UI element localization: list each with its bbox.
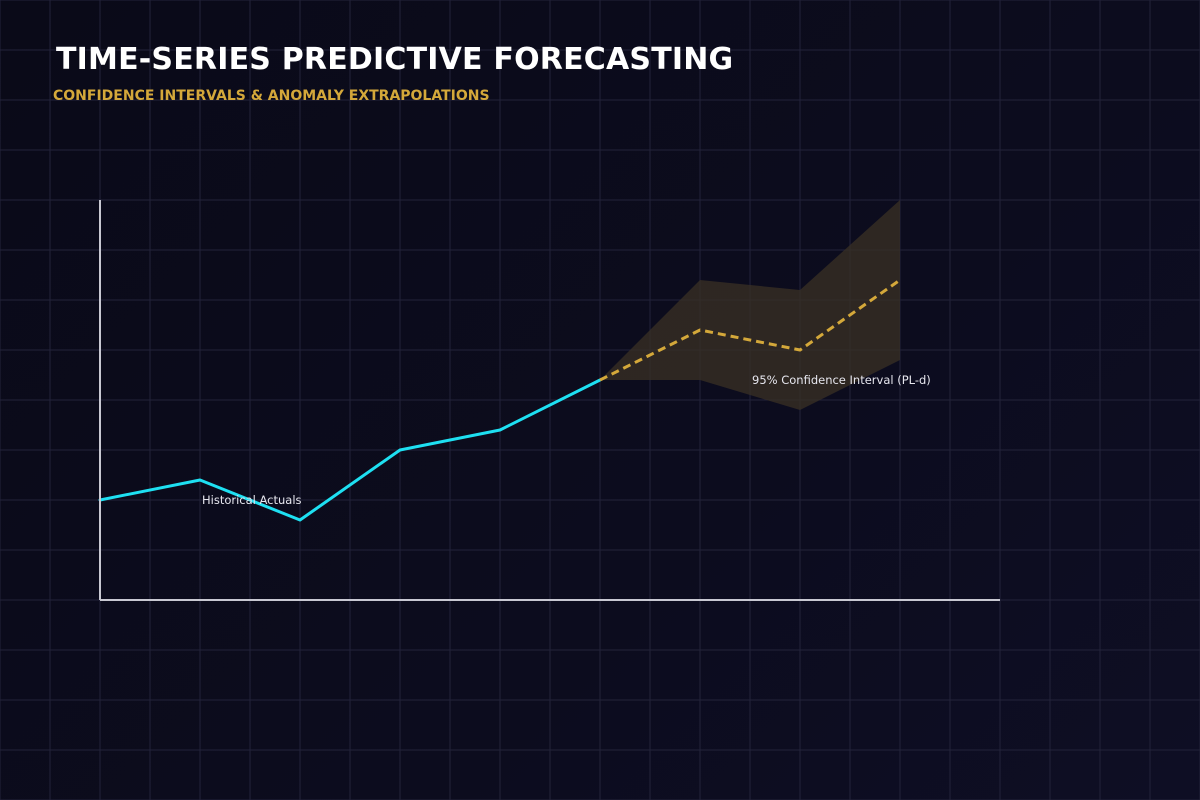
historical-series-line <box>98 378 602 522</box>
chart-title: TIME-SERIES PREDICTIVE FORECASTING <box>56 42 734 77</box>
forecast-series-line <box>599 278 901 382</box>
historical-actuals-label: Historical Actuals <box>202 493 302 507</box>
confidence-interval-label: 95% Confidence Interval (PL-d) <box>752 373 931 387</box>
confidence-band <box>600 200 900 410</box>
chart-subtitle: CONFIDENCE INTERVALS & ANOMALY EXTRAPOLA… <box>53 88 490 104</box>
